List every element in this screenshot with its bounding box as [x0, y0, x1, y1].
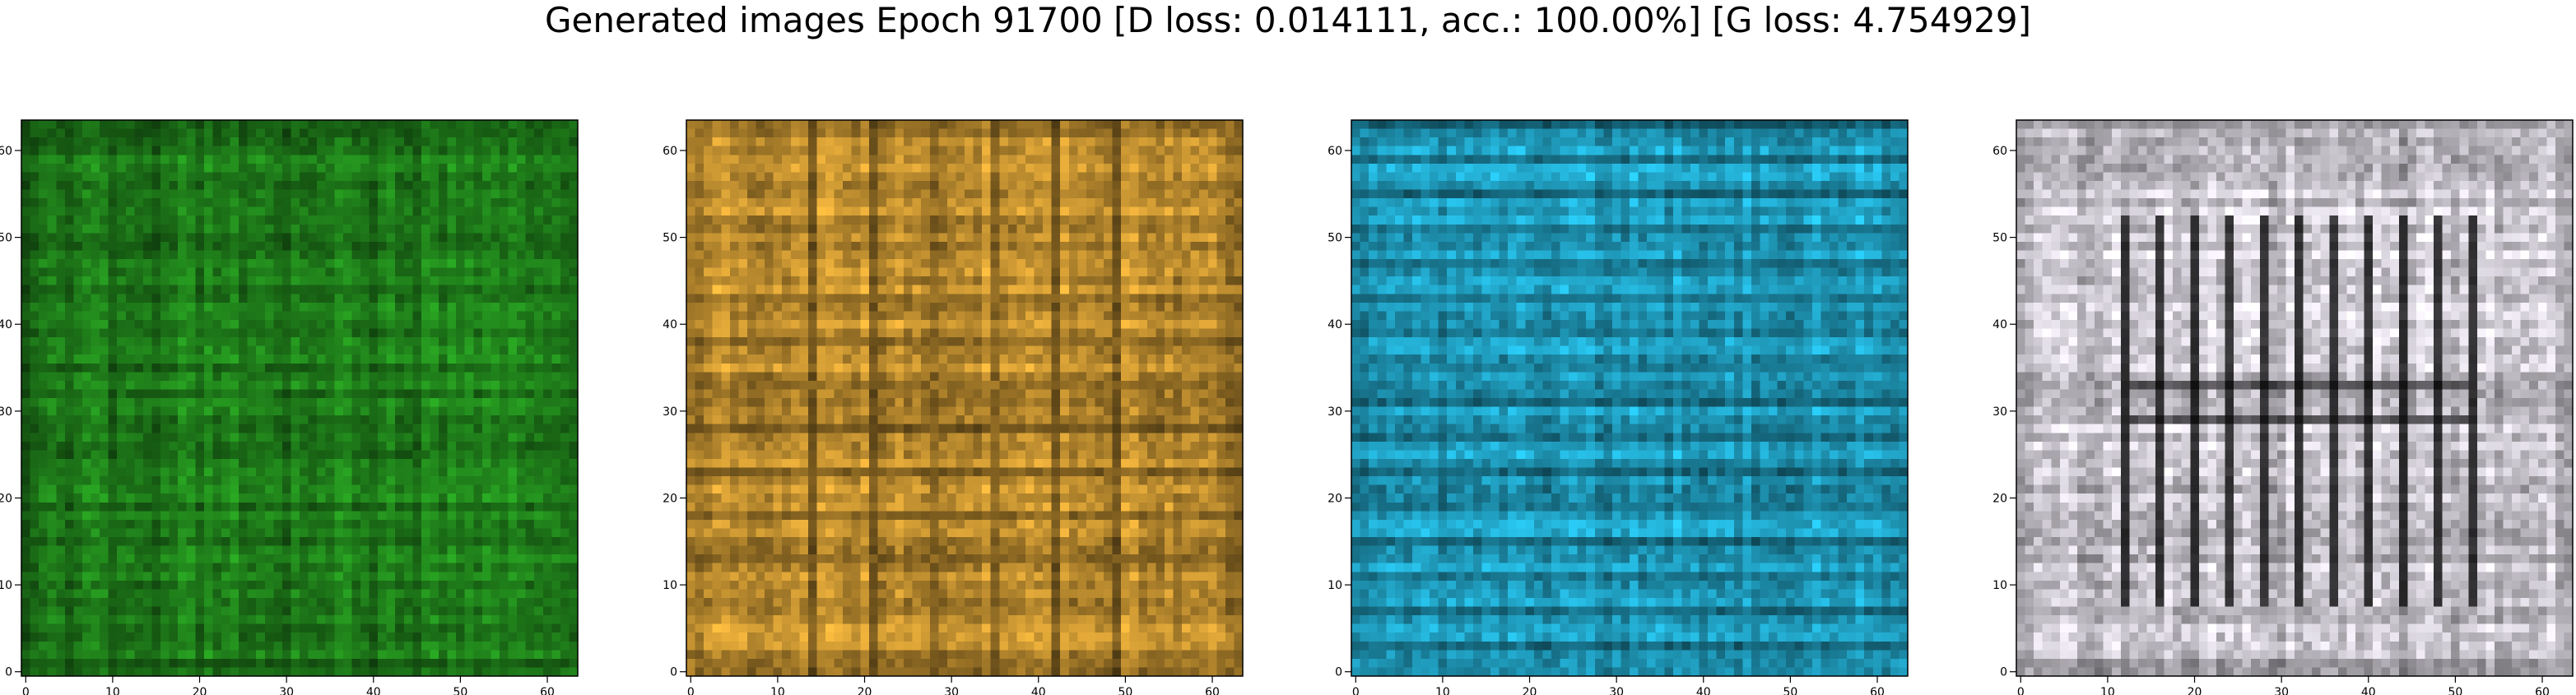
subplot-4-ytick-label-1: 10	[1992, 579, 2007, 592]
subplot-4-svg: 0 10 20 30 40 50 60 0 10 20 30 40 50 60	[1992, 119, 2574, 695]
subplot-3-xtick-label-3: 30	[1609, 686, 1624, 695]
subplot-2-xtick-label-4: 40	[1031, 686, 1046, 695]
subplot-2-ytick-label-3: 30	[663, 405, 677, 419]
subplot-2-ytick-label-6: 60	[663, 145, 677, 158]
subplot-3-svg: 0 10 20 30 40 50 60 0 10 20 30 40 50 60	[1328, 119, 1909, 695]
subplot-1-ytick-label-6: 60	[0, 145, 12, 158]
subplot-3: 0 10 20 30 40 50 60 0 10 20 30 40 50 60	[1328, 119, 1909, 695]
subplot-1-ytick-label-0: 0	[5, 666, 12, 679]
subplot-4-xtick-label-4: 40	[2361, 686, 2376, 695]
subplot-1-xtick-label-6: 60	[540, 686, 555, 695]
subplot-2-image	[686, 120, 1243, 676]
subplot-3-xtick-label-6: 60	[1870, 686, 1885, 695]
subplot-1-svg: 0 10 20 30 40 50 60 0 10 20 30 40 50 60	[0, 119, 579, 695]
subplot-3-xtick-label-1: 10	[1435, 686, 1450, 695]
subplot-2-xtick-label-3: 30	[944, 686, 959, 695]
subplot-4-ytick-label-3: 30	[1992, 405, 2007, 419]
subplot-2-svg: 0 10 20 30 40 50 60 0 10 20 30 40 50 60	[663, 119, 1244, 695]
subplot-3-ytick-label-2: 20	[1328, 492, 1342, 505]
subplot-1-ytick-label-4: 40	[0, 318, 12, 331]
subplot-1-axes-frame	[21, 119, 579, 677]
subplot-2-ytick-label-5: 50	[663, 232, 677, 245]
subplot-4-ytick-label-2: 20	[1992, 492, 2007, 505]
subplot-4: 0 10 20 30 40 50 60 0 10 20 30 40 50 60	[1992, 119, 2574, 695]
subplot-1-xtick-label-5: 50	[453, 686, 467, 695]
subplot-3-xtick-label-2: 20	[1523, 686, 1537, 695]
subplot-2: 0 10 20 30 40 50 60 0 10 20 30 40 50 60	[663, 119, 1244, 695]
subplot-2-ytick-label-0: 0	[670, 666, 677, 679]
subplot-3-image	[1351, 120, 1908, 676]
subplot-1-ytick-label-1: 10	[0, 579, 12, 592]
subplot-1-image	[21, 120, 578, 676]
subplot-1: 0 10 20 30 40 50 60 0 10 20 30 40 50 60	[0, 119, 579, 695]
subplot-4-ytick-label-4: 40	[1992, 318, 2007, 331]
subplot-4-xtick-label-6: 60	[2535, 686, 2550, 695]
subplot-4-ytick-label-5: 50	[1992, 232, 2007, 245]
subplot-4-xtick-label-1: 10	[2100, 686, 2115, 695]
subplot-3-ytick-label-3: 30	[1328, 405, 1342, 419]
subplot-4-xtick-label-2: 20	[2188, 686, 2202, 695]
subplot-1-xtick-label-3: 30	[279, 686, 294, 695]
subplot-2-xtick-label-2: 20	[858, 686, 872, 695]
figure-suptitle: Generated images Epoch 91700 [D loss: 0.…	[544, 0, 2032, 40]
subplot-4-xtick-label-3: 30	[2274, 686, 2289, 695]
subplot-4-xtick-label-0: 0	[2017, 686, 2025, 695]
subplot-2-ytick-label-2: 20	[663, 492, 677, 505]
subplot-3-xtick-label-4: 40	[1696, 686, 1711, 695]
subplot-2-ytick-label-4: 40	[663, 318, 677, 331]
subplot-1-ytick-label-2: 20	[0, 492, 12, 505]
subplot-1-xtick-label-1: 10	[105, 686, 120, 695]
subplot-3-ytick-label-5: 50	[1328, 232, 1342, 245]
subplot-2-ytick-label-1: 10	[663, 579, 677, 592]
subplot-3-xtick-label-5: 50	[1783, 686, 1797, 695]
subplot-3-ytick-label-4: 40	[1328, 318, 1342, 331]
subplot-1-xtick-label-2: 20	[193, 686, 207, 695]
subplot-1-ytick-label-5: 50	[0, 232, 12, 245]
subplot-2-xtick-label-0: 0	[687, 686, 695, 695]
subplot-3-ytick-label-0: 0	[1335, 666, 1342, 679]
subplot-3-ytick-label-1: 10	[1328, 579, 1342, 592]
subplot-4-ytick-label-6: 60	[1992, 145, 2007, 158]
subplot-2-xtick-label-1: 10	[770, 686, 785, 695]
subplot-4-xtick-label-5: 50	[2448, 686, 2462, 695]
subplot-4-ytick-label-0: 0	[2000, 666, 2007, 679]
subplot-2-xtick-label-6: 60	[1205, 686, 1220, 695]
subplot-3-ytick-label-6: 60	[1328, 145, 1342, 158]
subplot-1-ytick-label-3: 30	[0, 405, 12, 419]
subplot-3-xtick-label-0: 0	[1352, 686, 1360, 695]
subplot-4-image	[2016, 120, 2573, 676]
subplot-1-xtick-label-0: 0	[22, 686, 30, 695]
subplot-3-axes-frame	[1351, 119, 1909, 677]
subplot-2-xtick-label-5: 50	[1118, 686, 1132, 695]
subplot-4-axes-frame	[2016, 119, 2574, 677]
subplot-1-xtick-label-4: 40	[366, 686, 381, 695]
subplot-2-axes-frame	[686, 119, 1244, 677]
